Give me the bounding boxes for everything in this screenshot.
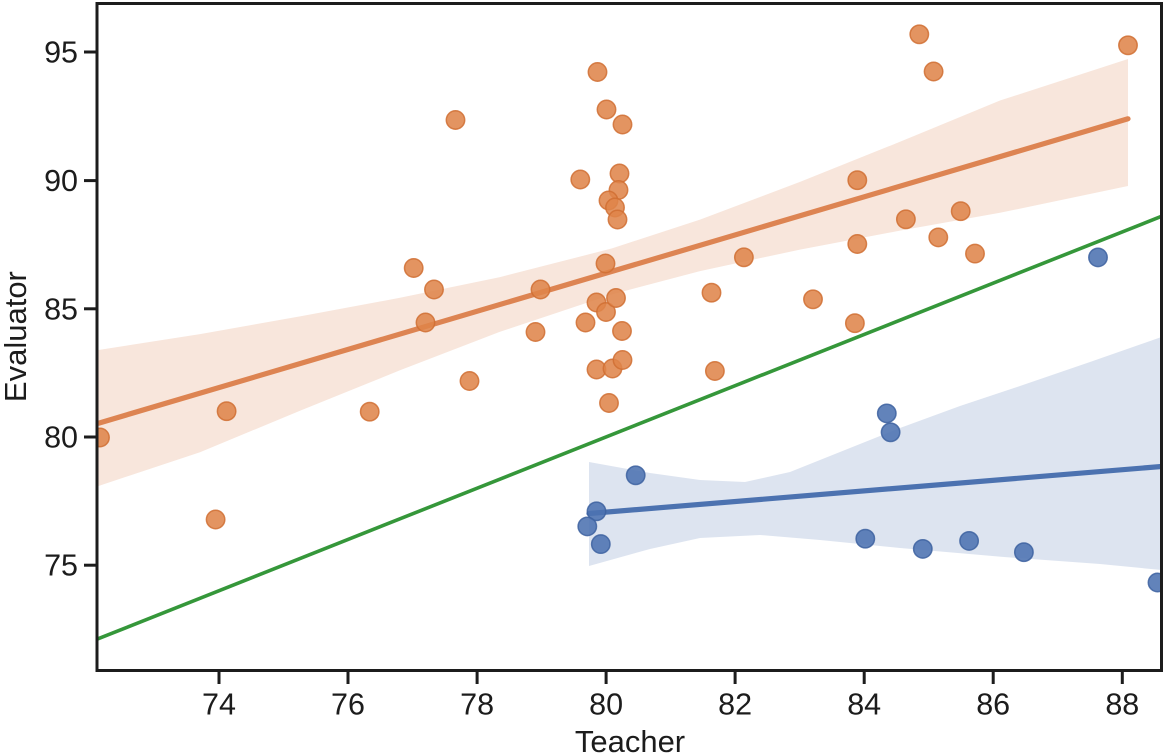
- svg-text:86: 86: [976, 688, 1010, 722]
- svg-text:Evaluator: Evaluator: [0, 271, 33, 402]
- svg-text:84: 84: [847, 688, 881, 722]
- svg-text:85: 85: [44, 292, 78, 326]
- svg-text:74: 74: [202, 688, 236, 722]
- svg-text:Teacher: Teacher: [575, 724, 685, 755]
- svg-text:95: 95: [44, 36, 78, 70]
- svg-text:76: 76: [331, 688, 365, 722]
- svg-text:90: 90: [44, 164, 78, 198]
- svg-text:88: 88: [1105, 688, 1139, 722]
- svg-text:75: 75: [44, 549, 78, 583]
- svg-text:80: 80: [589, 688, 623, 722]
- svg-text:80: 80: [44, 421, 78, 455]
- svg-text:78: 78: [460, 688, 494, 722]
- svg-text:82: 82: [718, 688, 752, 722]
